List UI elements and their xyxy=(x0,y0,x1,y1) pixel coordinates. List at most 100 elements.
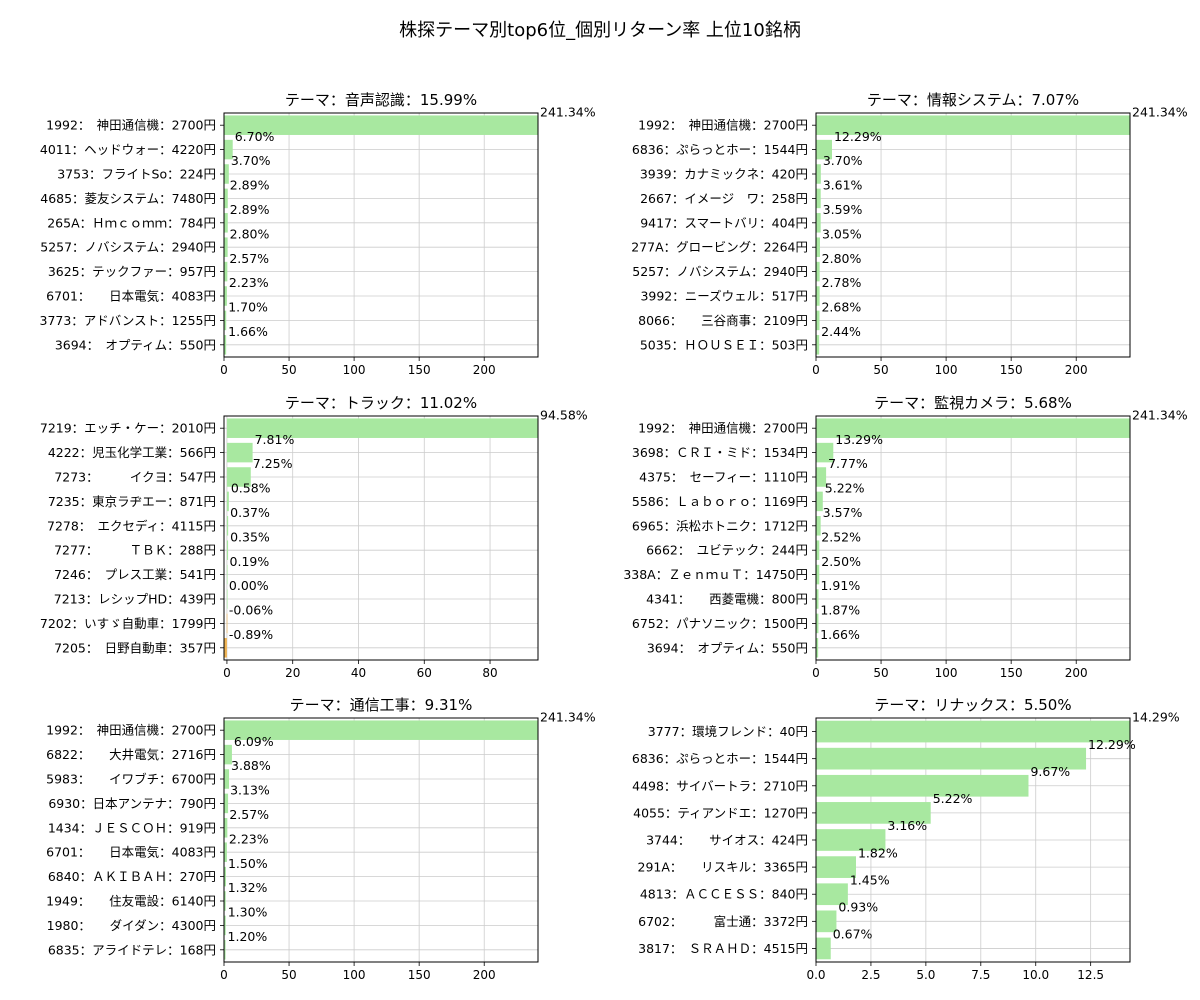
x-tick-label: 100 xyxy=(935,666,958,680)
value-label: 1.30% xyxy=(228,905,268,920)
category-label: 4011：ヘッドウォー：4220円 xyxy=(40,142,216,157)
value-label: 3.70% xyxy=(231,153,271,168)
value-label: 0.00% xyxy=(229,578,269,593)
x-tick-label: 40 xyxy=(351,666,366,680)
category-label: 6701： 日本電気：4083円 xyxy=(46,845,216,860)
bar xyxy=(816,883,848,906)
category-label: 5257：ノバシステム：2940円 xyxy=(40,240,216,255)
value-label: 2.23% xyxy=(229,275,269,290)
category-label: 7219：エッチ・ケー：2010円 xyxy=(40,421,216,436)
plot-frame xyxy=(223,415,539,661)
category-label: 1949： 住友電設：6140円 xyxy=(46,894,216,909)
figure-title: 株探テーマ別top6位_個別リターン率 上位10銘柄 xyxy=(399,20,801,41)
bar xyxy=(816,774,1029,797)
value-label: 2.50% xyxy=(821,554,861,569)
value-label: 12.29% xyxy=(834,129,882,144)
category-label: 1434：ＪＥＳＣＯＨ：919円 xyxy=(48,820,216,835)
value-label: 7.81% xyxy=(255,432,295,447)
bar xyxy=(226,540,229,560)
value-label: 2.80% xyxy=(822,251,862,266)
value-label: 2.89% xyxy=(230,178,270,193)
bar xyxy=(226,589,228,609)
subplot-1: テーマ：音声認識：15.99% 0 50 100 150 200 1992： 神田通信機：2… xyxy=(40,91,596,377)
x-tick-label: 0 xyxy=(812,666,820,680)
category-label: 277A：グロービング：2264円 xyxy=(631,240,808,255)
category-label: 6965：浜松ホトニク：1712円 xyxy=(632,518,808,533)
bar xyxy=(224,744,232,765)
plot-frame xyxy=(815,112,1131,358)
value-label: 3.57% xyxy=(823,505,863,520)
value-label: 2.78% xyxy=(822,275,862,290)
x-tick-label: 150 xyxy=(1000,666,1023,680)
value-label: 2.52% xyxy=(821,529,861,544)
bar xyxy=(816,139,832,160)
category-label: 6930：日本アンテナ：790円 xyxy=(48,796,216,811)
value-label: 2.23% xyxy=(229,831,269,846)
bar xyxy=(224,237,228,257)
bar xyxy=(226,516,229,536)
value-label: 3.13% xyxy=(230,783,270,798)
category-label: 1992： 神田通信機：2700円 xyxy=(638,118,808,133)
x-tick-label: 50 xyxy=(873,363,888,377)
subplot-title: テーマ：トラック：11.02% xyxy=(285,394,477,412)
bar xyxy=(224,286,227,306)
category-label: 8066： 三谷商事：2109円 xyxy=(638,313,808,328)
value-label: 3.05% xyxy=(822,226,862,241)
category-label: 6822： 大井電気：2716円 xyxy=(46,747,216,762)
bar xyxy=(224,915,226,936)
category-label: 338A：ＺｅｎｍｕＴ：14750円 xyxy=(623,567,808,582)
bar xyxy=(816,937,831,960)
bar xyxy=(224,842,227,862)
value-label: 1.82% xyxy=(858,845,898,860)
category-label: 7213：レシップHD：439円 xyxy=(54,592,216,607)
category-label: 265A：Ｈｍｃｏｍｍ：784円 xyxy=(47,215,216,230)
value-label: 1.87% xyxy=(820,603,860,618)
value-label: 0.67% xyxy=(833,927,873,942)
subplot-title: テーマ：リナックス：5.50% xyxy=(874,696,1071,714)
value-label: 241.34% xyxy=(1132,104,1188,119)
category-label: 5983： イワブチ：6700円 xyxy=(46,772,216,787)
value-label: 1.32% xyxy=(228,880,268,895)
category-label: 6840：ＡＫＩＢＡＨ：270円 xyxy=(48,869,216,884)
bar xyxy=(226,467,251,487)
bar xyxy=(816,286,820,306)
category-label: 6836：ぷらっとホー：1544円 xyxy=(632,751,808,766)
value-label: 94.58% xyxy=(540,407,588,422)
category-label: 7277： ＴＢＫ：288円 xyxy=(54,543,216,558)
x-tick-label: 80 xyxy=(482,666,497,680)
value-label: 1.50% xyxy=(228,856,268,871)
value-label: 0.58% xyxy=(231,481,271,496)
category-label: 6835：アライドテレ：168円 xyxy=(48,942,216,957)
bar xyxy=(816,261,820,282)
category-label: 4813：ＡＣＣＥＳＳ：840円 xyxy=(640,887,808,902)
value-label: 1.70% xyxy=(228,300,268,315)
bar xyxy=(816,188,821,209)
value-label: 241.34% xyxy=(1132,407,1188,422)
subplot-6: テーマ：リナックス：5.50% 0.0 2.5 5.0 7.5 10.0 12.5 3777：… xyxy=(632,696,1180,982)
category-label: 3694： オプティム：550円 xyxy=(647,640,808,655)
value-label: -0.06% xyxy=(229,603,273,618)
bar xyxy=(224,115,538,135)
value-label: 3.88% xyxy=(231,758,271,773)
value-label: 241.34% xyxy=(540,709,596,724)
plot-frame xyxy=(815,717,1131,963)
category-label: 5586：Ｌａｂｏｒｏ：1169円 xyxy=(632,494,808,509)
bar xyxy=(816,213,821,233)
bar xyxy=(816,638,819,658)
bar xyxy=(816,720,1130,743)
value-label: 0.93% xyxy=(838,899,878,914)
value-label: 13.29% xyxy=(835,432,883,447)
bar xyxy=(816,335,820,355)
bar xyxy=(816,910,837,933)
category-label: 7235：東京ラヂエー：871円 xyxy=(48,494,216,509)
x-tick-label: 20 xyxy=(285,666,300,680)
category-label: 7246： プレス工業：541円 xyxy=(54,567,216,582)
x-tick-label: 50 xyxy=(873,666,888,680)
category-label: 7202：いすゞ自動車：1799円 xyxy=(40,616,216,631)
subplot-title: テーマ：監視カメラ：5.68% xyxy=(874,394,1072,412)
category-label: 1992： 神田通信機：2700円 xyxy=(638,421,808,436)
bar xyxy=(816,564,820,585)
value-label: 3.70% xyxy=(823,153,863,168)
value-label: 5.22% xyxy=(933,791,973,806)
